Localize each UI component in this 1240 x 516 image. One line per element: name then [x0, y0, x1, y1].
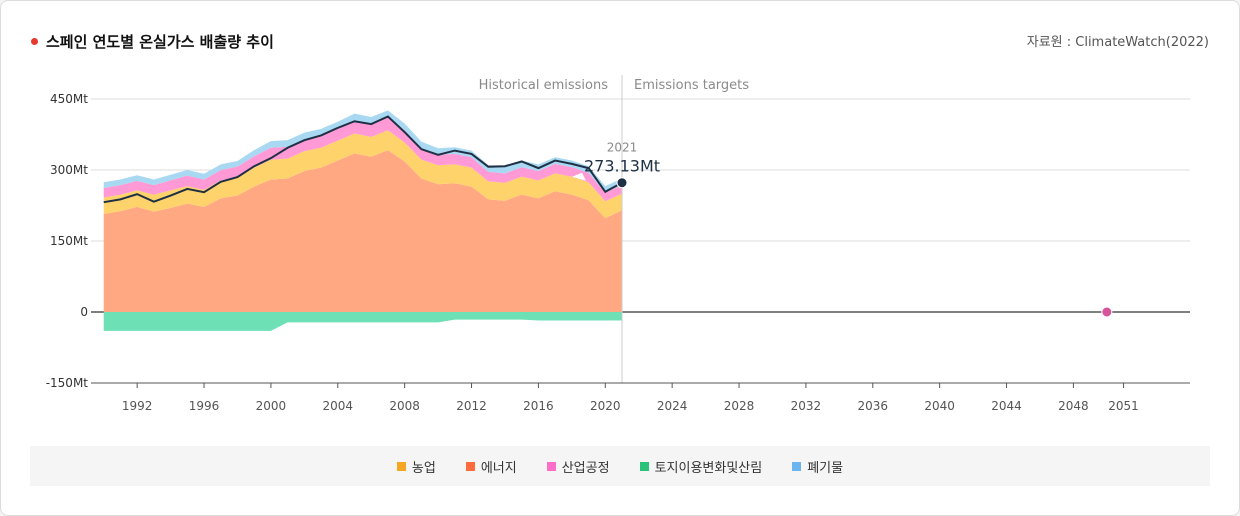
legend-swatch: [792, 461, 802, 471]
x-tick-label: 2028: [724, 399, 755, 413]
x-tick-label: 2020: [590, 399, 621, 413]
historical-label: Historical emissions: [479, 78, 609, 93]
legend-item[interactable]: 폐기물: [792, 457, 843, 476]
x-tick-label: 2051: [1108, 399, 1139, 413]
legend-item[interactable]: 산업공정: [546, 457, 610, 476]
legend-item[interactable]: 에너지: [465, 457, 517, 476]
area-에너지: [103, 150, 622, 312]
area-산업공정: [103, 116, 622, 202]
area-토지이용변화및산림: [103, 312, 622, 331]
legend-label: 폐기물: [807, 460, 844, 476]
x-tick-label: 2004: [323, 399, 354, 413]
x-tick-label: 2048: [1058, 399, 1089, 413]
legend: 농업 에너지 산업공정 토지이용변화및산림 폐기물: [30, 446, 1210, 486]
tooltip-value: 273.13Mt: [584, 157, 660, 176]
legend-swatch: [465, 461, 475, 471]
legend-swatch: [546, 461, 556, 471]
y-tick-label: -150Mt: [46, 376, 89, 390]
legend-swatch: [396, 461, 406, 471]
y-tick-label: 300Mt: [50, 163, 88, 177]
x-tick-label: 2016: [523, 399, 554, 413]
x-tick-label: 2036: [858, 399, 889, 413]
y-tick-label: 450Mt: [50, 92, 88, 106]
legend-item[interactable]: 농업: [396, 457, 436, 476]
legend-label: 토지이용변화및산림: [654, 460, 763, 476]
x-tick-label: 2012: [456, 399, 487, 413]
x-tick-label: 2000: [256, 399, 287, 413]
x-tick-label: 2008: [389, 399, 420, 413]
bullet-dot-icon: [31, 38, 38, 45]
x-tick-label: 2024: [657, 399, 688, 413]
source-note: 자료원 : ClimateWatch(2022): [1026, 35, 1209, 50]
net-emissions-line: [103, 115, 623, 204]
title-block: 스페인 연도별 온실가스 배출량 추이: [31, 31, 274, 52]
y-tick-label: 150Mt: [50, 234, 88, 248]
targets-label: Emissions targets: [634, 78, 749, 93]
x-tick-label: 2040: [924, 399, 955, 413]
target-2050-point: [1101, 306, 1113, 318]
tooltip-pointer: [572, 172, 586, 181]
x-tick-label: 1992: [122, 399, 153, 413]
area-농업: [103, 130, 622, 219]
x-tick-label: 1996: [189, 399, 220, 413]
tooltip-point: [616, 177, 628, 189]
legend-label: 산업공정: [561, 460, 610, 476]
legend-swatch: [639, 461, 649, 471]
emissions-chart: 450Mt 300Mt 150Mt 0 -150Mt Historical emissio…: [46, 75, 1190, 413]
legend-label: 농업: [411, 460, 436, 476]
x-tick-label: 2044: [991, 399, 1022, 413]
legend-item[interactable]: 토지이용변화및산림: [639, 457, 763, 476]
area-폐기물: [103, 110, 622, 193]
tooltip-year: 2021: [607, 141, 638, 155]
y-tick-label: 0: [80, 305, 88, 319]
legend-label: 에너지: [480, 460, 517, 476]
chart-title: 스페인 연도별 온실가스 배출량 추이: [46, 33, 274, 51]
x-tick-label: 2032: [791, 399, 822, 413]
